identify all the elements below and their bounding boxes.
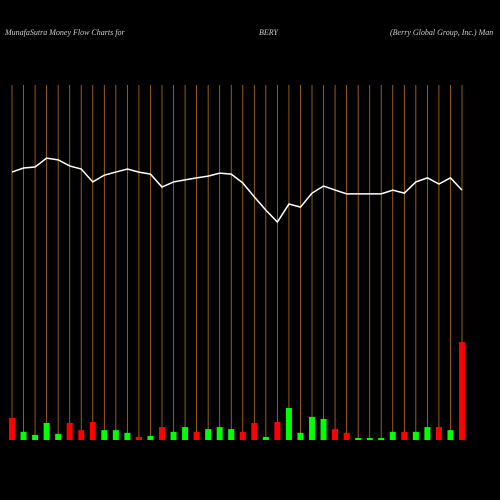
bar [435,427,442,440]
bar [228,429,235,440]
bar [170,431,177,440]
bar [262,436,269,440]
bar [32,434,39,440]
bar [251,423,258,440]
bar [55,433,62,440]
symbol: BERY [259,28,280,37]
bar [285,408,292,440]
bar [320,418,327,440]
bar [424,427,431,440]
bar [355,437,362,440]
bar [78,430,85,440]
money-flow-line [11,157,463,224]
bar [43,423,50,440]
bar [205,429,212,440]
bar [216,427,223,440]
bar [112,430,119,440]
bar [147,435,154,440]
bar [447,430,454,440]
bar [239,431,246,440]
bar [66,423,73,440]
bar [378,437,385,440]
bar [366,437,373,440]
bar [332,429,339,440]
bar [412,431,419,440]
bar [193,431,200,440]
bar [124,432,131,440]
bar [101,430,108,440]
chart-title: MunafaSutra Money Flow Charts for [4,28,125,37]
bar [20,431,27,440]
bar [182,427,189,440]
bar [9,417,15,440]
bar [274,421,281,440]
bar [389,431,396,440]
bar [343,432,350,440]
bar [135,436,142,440]
company: (Berry Global Group, Inc.) Man [390,28,493,37]
bar [459,342,465,440]
bar [297,432,304,440]
bar [159,427,165,440]
bar [309,416,315,440]
bar [89,421,96,440]
bar [401,431,408,440]
